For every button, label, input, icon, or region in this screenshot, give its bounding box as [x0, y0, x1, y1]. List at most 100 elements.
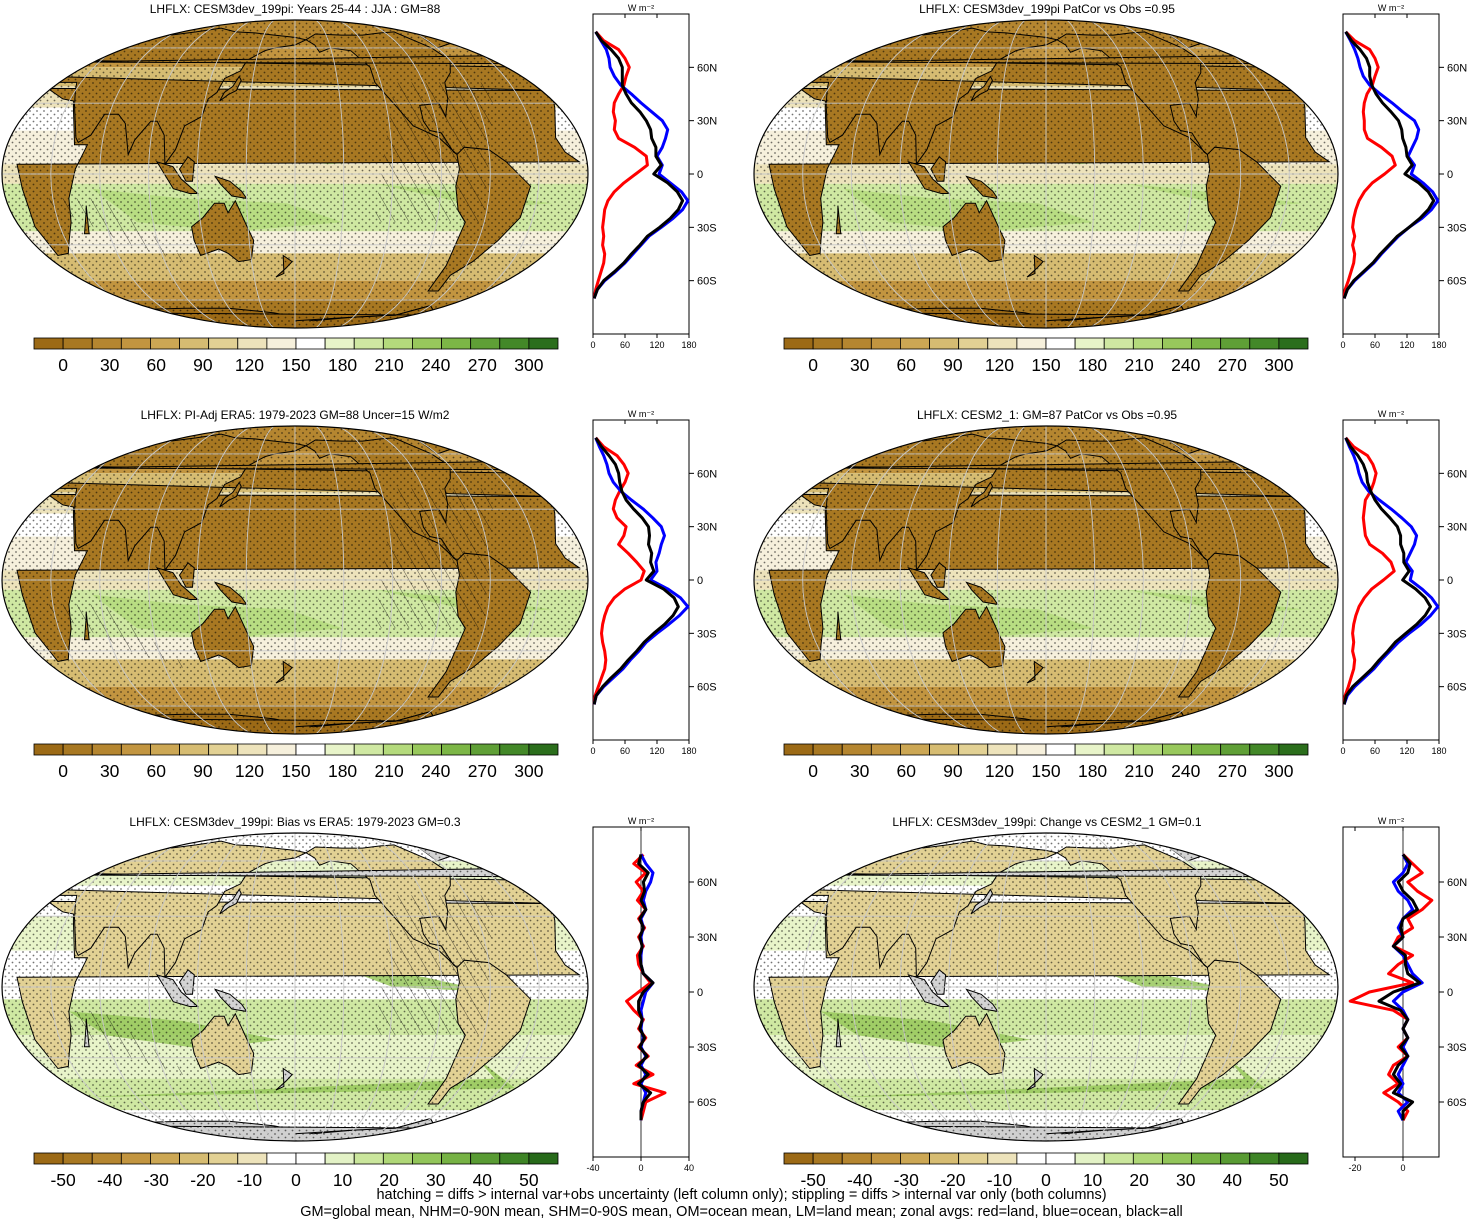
hatching	[373, 82, 495, 223]
panel-4-map	[753, 425, 1339, 735]
colorbar-swatch	[179, 337, 210, 350]
colorbar-label: 10	[333, 1170, 353, 1190]
colorbar-swatch	[528, 743, 559, 756]
colorbar-swatch	[1103, 337, 1134, 350]
colorbar-swatch	[150, 337, 180, 350]
colorbar-swatch	[987, 337, 1018, 350]
zonal-x-tick: 180	[681, 746, 696, 756]
colorbar-swatch	[1132, 337, 1163, 350]
colorbar-swatch	[1016, 1152, 1047, 1165]
colorbar-label: -50	[800, 1170, 826, 1190]
hatching	[36, 198, 196, 266]
colorbar-label: -40	[847, 1170, 873, 1190]
colorbar-label: 50	[519, 1170, 539, 1190]
panel-3-map	[1, 425, 589, 735]
colorbar-swatch	[929, 1152, 960, 1165]
zonal-lat-label: 30N	[697, 522, 717, 534]
colorbar-swatch	[1220, 1152, 1251, 1165]
zonal-series-ocean	[1342, 31, 1440, 299]
graticule	[754, 426, 1338, 734]
colorbar-label: 30	[850, 761, 870, 781]
zonal-series-all	[1342, 30, 1436, 299]
zonal-lat-label: 60N	[697, 468, 717, 480]
zonal-units: W m⁻²	[628, 816, 654, 826]
zonal-lat-label: 60S	[1447, 1097, 1467, 1109]
colorbar-swatch	[841, 743, 872, 756]
colorbar-label: 0	[58, 355, 68, 375]
colorbar-label: 240	[1171, 355, 1200, 375]
zonal-x-tick: 120	[1399, 340, 1414, 350]
colorbar-label: 270	[468, 761, 497, 781]
zonal-x-tick: 180	[1431, 340, 1446, 350]
colorbar-swatch	[353, 743, 384, 756]
colorbar-swatch	[62, 337, 93, 350]
colorbar-label: -20	[940, 1170, 966, 1190]
colorbar-swatch	[1162, 743, 1192, 756]
colorbar-swatch	[1162, 1152, 1192, 1165]
colorbar-label: -10	[237, 1170, 263, 1190]
zonal-x-tick: 0	[638, 1163, 643, 1173]
colorbar-label: -20	[190, 1170, 216, 1190]
colorbar-label: 300	[514, 761, 543, 781]
zonal-units: W m⁻²	[1378, 409, 1404, 419]
zonal-series-all	[592, 30, 685, 299]
colorbar-label: -50	[50, 1170, 76, 1190]
zonal-series-land	[592, 436, 646, 705]
panel-1-colorbar: 0 30 60 90 120 150 180 210 240 270 300	[33, 337, 559, 375]
zonal-x-tick: -20	[1348, 1163, 1361, 1173]
zonal-series-land	[1348, 853, 1434, 1121]
colorbar-swatch	[499, 337, 530, 350]
colorbar-swatch	[295, 337, 326, 350]
colorbar-label: 40	[1223, 1170, 1243, 1190]
colorbar-swatch	[208, 1152, 239, 1165]
colorbar-swatch	[324, 1152, 355, 1165]
colorbar-swatch	[470, 1152, 501, 1165]
colorbar-swatch	[958, 1152, 989, 1165]
footer-note-2: GM=global mean, NHM=0-90N mean, SHM=0-90…	[300, 1204, 1183, 1220]
colorbar-swatch	[120, 337, 151, 350]
hatching	[373, 488, 495, 629]
colorbar-label: -30	[144, 1170, 170, 1190]
colorbar-swatch	[412, 743, 442, 756]
colorbar-swatch	[783, 743, 814, 756]
zonal-lat-label: 30S	[1447, 628, 1467, 640]
colorbar-swatch	[382, 1152, 413, 1165]
colorbar-label: 50	[1269, 1170, 1289, 1190]
colorbar-swatch	[1045, 743, 1076, 756]
colorbar-label: 150	[1031, 355, 1060, 375]
colorbar-swatch	[1074, 743, 1105, 756]
colorbar-swatch	[120, 743, 151, 756]
colorbar-swatch	[900, 337, 930, 350]
colorbar-swatch	[929, 743, 960, 756]
hatching	[36, 1011, 196, 1079]
zonal-x-tick: 40	[684, 1163, 694, 1173]
colorbar-label: 20	[379, 1170, 399, 1190]
colorbar-swatch	[987, 1152, 1018, 1165]
colorbar-swatch	[441, 337, 472, 350]
colorbar-label: 0	[291, 1170, 301, 1190]
colorbar-label: 0	[1041, 1170, 1051, 1190]
colorbar-label: 90	[193, 761, 213, 781]
panel-2-title: LHFLX: CESM3dev_199pi PatCor vs Obs =0.9…	[919, 2, 1175, 16]
panel-2-map	[753, 19, 1339, 329]
colorbar-label: 240	[421, 355, 450, 375]
colorbar-label: -40	[97, 1170, 123, 1190]
colorbar-swatch	[470, 743, 501, 756]
hatching	[36, 604, 196, 672]
colorbar-swatch	[237, 1152, 268, 1165]
colorbar-swatch	[295, 1152, 326, 1165]
colorbar-swatch	[958, 337, 989, 350]
zonal-lat-label: 60N	[1447, 468, 1467, 480]
colorbar-swatch	[120, 1152, 151, 1165]
colorbar-swatch	[812, 1152, 843, 1165]
zonal-lat-label: 30N	[1447, 522, 1467, 534]
panel-5-title: LHFLX: CESM3dev_199pi: Bias vs ERA5: 197…	[129, 815, 461, 829]
zonal-series-ocean	[592, 31, 690, 299]
colorbar-label: 120	[235, 761, 264, 781]
colorbar-swatch	[1162, 337, 1192, 350]
colorbar-swatch	[1278, 337, 1309, 350]
zonal-units: W m⁻²	[1378, 816, 1404, 826]
colorbar-swatch	[1191, 1152, 1222, 1165]
colorbar-label: 60	[147, 761, 167, 781]
